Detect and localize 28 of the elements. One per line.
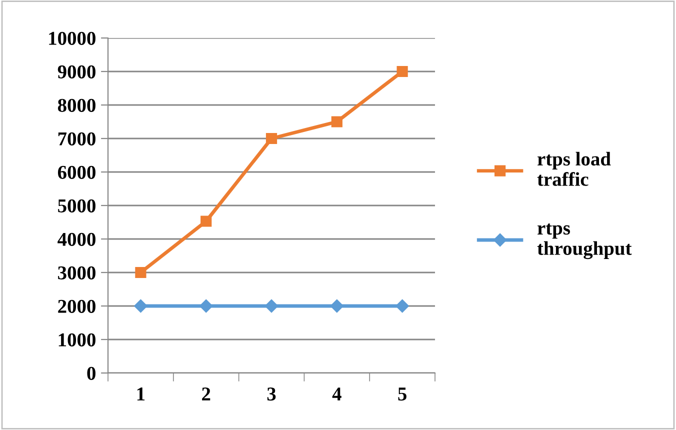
x-tick-label: 4 <box>332 388 342 400</box>
point <box>134 299 148 313</box>
y-tick-label: 10000 <box>49 32 96 45</box>
x-tick-label: 5 <box>398 388 406 401</box>
y-tick-label: 8000 <box>58 98 96 112</box>
point <box>135 266 146 278</box>
x-tick-label: 1 <box>137 388 145 400</box>
y-tick-label: 2000 <box>58 300 96 313</box>
y-tick-label: 9000 <box>58 65 96 78</box>
point <box>396 299 409 313</box>
y-tick-label: 5000 <box>58 199 96 212</box>
y-tick-label: 1000 <box>58 333 96 346</box>
legend-label: rtps load traffic <box>537 152 611 186</box>
point <box>200 299 213 313</box>
point <box>331 116 342 128</box>
y-tick-label: 3000 <box>58 266 96 280</box>
x-tick-label: 3 <box>267 388 276 401</box>
point <box>266 132 278 144</box>
point <box>264 299 278 313</box>
point <box>200 216 212 227</box>
point <box>396 66 408 78</box>
legend-label: rtps throughput <box>537 224 632 260</box>
y-tick-label: 6000 <box>58 166 96 179</box>
x-tick-label: 2 <box>202 388 210 400</box>
y-tick-label: 4000 <box>58 232 96 246</box>
y-tick-label: 7000 <box>58 132 96 146</box>
y-tick-label: 0 <box>87 366 96 380</box>
point <box>330 299 344 313</box>
